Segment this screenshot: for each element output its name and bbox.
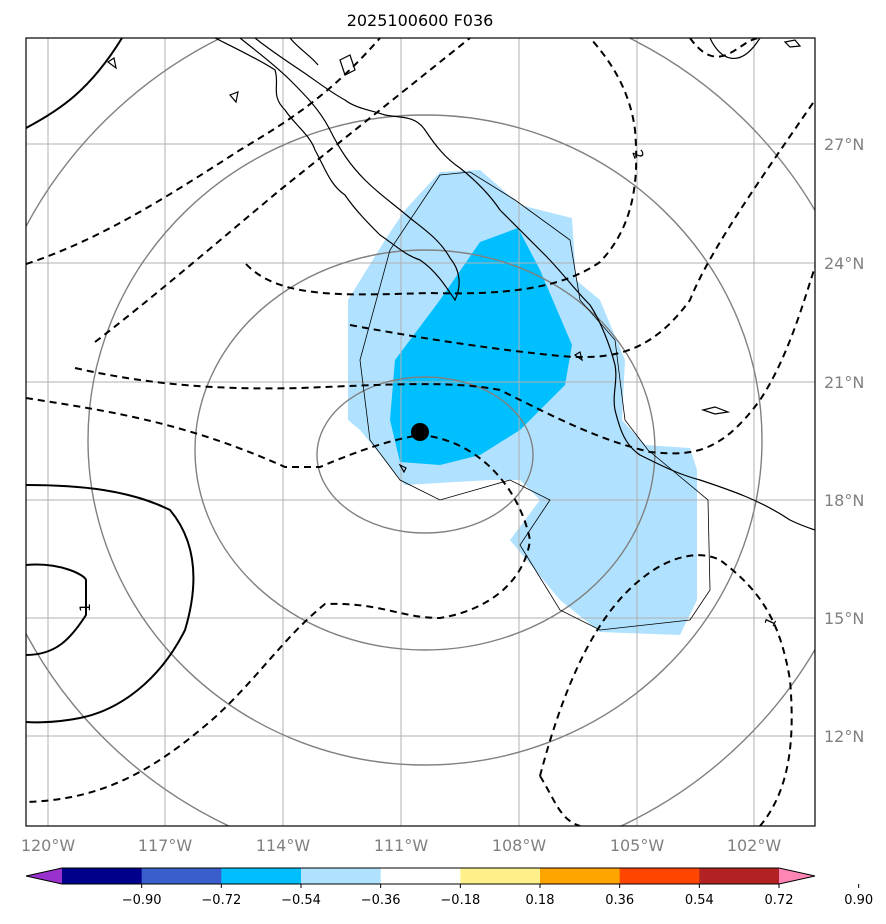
lon-label: 102°W <box>727 836 782 855</box>
colorbar-segment <box>141 868 222 884</box>
colorbar-segment <box>619 868 700 884</box>
lon-label: 114°W <box>256 836 311 855</box>
lat-label: 27°N <box>824 135 864 154</box>
thin-black-contour <box>359 171 711 631</box>
map-gridlines <box>26 38 815 826</box>
colorbar-segment <box>699 868 780 884</box>
lat-label: 18°N <box>824 491 864 510</box>
lon-label: 111°W <box>374 836 429 855</box>
lon-label: 120°W <box>21 836 76 855</box>
colorbar-segment <box>380 868 461 884</box>
colorbar-tick-label: −0.90 <box>122 893 162 908</box>
lon-label: 105°W <box>610 836 665 855</box>
colorbar-tick-label: 0.90 <box>844 893 873 908</box>
colorbar-extend-low <box>26 868 62 884</box>
map-title: 2025100600 F036 <box>347 11 494 30</box>
colorbar-tick-label: −0.72 <box>201 893 241 908</box>
colorbar: −0.90 −0.72 −0.54 −0.36 −0.18 0.18 0.36 0.54 0.7… <box>25 867 873 908</box>
coastlines <box>106 38 815 531</box>
colorbar-segment <box>62 868 143 884</box>
gray-concentric-contours <box>26 38 815 826</box>
solid-contours <box>26 38 195 724</box>
dashed-contours <box>26 38 815 826</box>
lat-label: 15°N <box>824 609 864 628</box>
lat-label: 21°N <box>824 373 864 392</box>
colorbar-extend-high <box>779 868 815 884</box>
colorbar-segment <box>221 868 302 884</box>
colorbar-tick-label: 0.54 <box>685 893 714 908</box>
colorbar-tick-label: −0.18 <box>440 893 480 908</box>
map-area: 2 1 1 <box>26 38 815 826</box>
colorbar-segment <box>540 868 621 884</box>
colorbar-segment <box>460 868 541 884</box>
colorbar-tick-label: −0.36 <box>361 893 401 908</box>
colorbar-tick-label: 0.36 <box>605 893 634 908</box>
colorbar-tick-label: 0.18 <box>526 893 555 908</box>
map-frame <box>25 37 816 827</box>
storm-center-marker <box>411 423 429 441</box>
latitude-labels: 27°N 24°N 21°N 18°N 15°N 12°N <box>824 135 864 746</box>
longitude-labels: 120°W 117°W 114°W 111°W 108°W 105°W 102°… <box>21 836 782 855</box>
colorbar-tick-label: −0.54 <box>281 893 321 908</box>
lon-label: 108°W <box>492 836 547 855</box>
lat-label: 12°N <box>824 727 864 746</box>
lat-label: 24°N <box>824 254 864 273</box>
colorbar-segment <box>301 868 382 884</box>
contour-label-1-left: 1 <box>78 603 94 612</box>
colorbar-outline <box>25 867 816 885</box>
colorbar-tick-label: 0.72 <box>765 893 794 908</box>
lon-label: 117°W <box>138 836 193 855</box>
